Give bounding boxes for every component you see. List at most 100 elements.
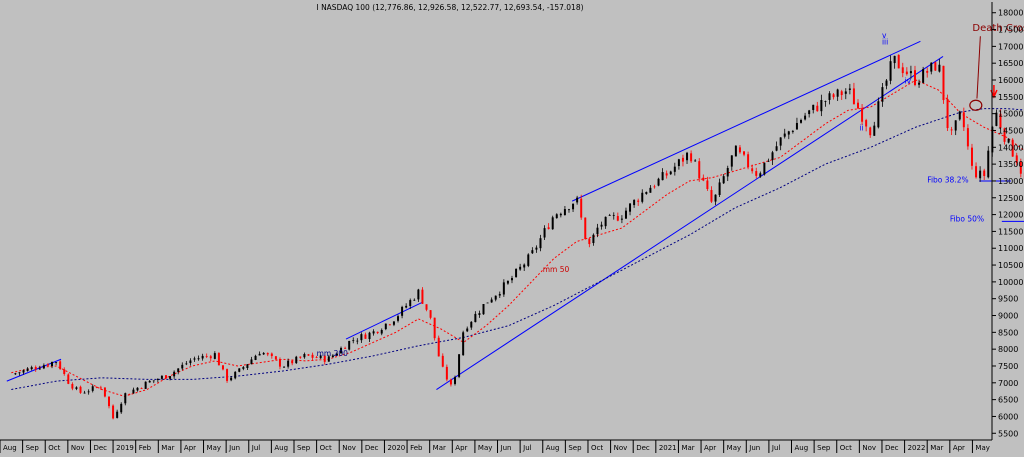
y-tick-label: 9000 (998, 312, 1018, 321)
candle-body (474, 314, 476, 322)
candle-body (80, 387, 82, 393)
x-tick-label: May (478, 444, 492, 452)
x-tick-label: May (975, 444, 989, 452)
candle-body (487, 303, 489, 304)
candle-body (181, 365, 183, 369)
candle-body (434, 318, 436, 338)
x-tick-label: 2021 (659, 444, 677, 452)
candle-body (621, 219, 623, 220)
candle-body (230, 378, 232, 380)
candle-body (971, 148, 973, 166)
candle-body (983, 171, 985, 176)
candle-body (491, 300, 493, 303)
candle-body (145, 382, 147, 389)
candle-body (523, 265, 525, 268)
candle-body (637, 201, 639, 202)
candle-body (283, 367, 285, 368)
candle-body (132, 390, 134, 394)
candle-body (35, 368, 37, 369)
y-tick-label: 8000 (998, 345, 1018, 354)
x-tick-label: Nov (614, 444, 628, 452)
candle-body (442, 356, 444, 367)
candle-body (816, 106, 818, 111)
y-tick-label: 15000 (998, 110, 1023, 119)
candle-body (865, 120, 867, 126)
candle-body (780, 137, 782, 145)
candle-body (682, 158, 684, 162)
candle-body (312, 355, 314, 358)
candle-body (849, 88, 851, 89)
candle-body (723, 176, 725, 183)
candle-body (466, 329, 468, 332)
candle-body (385, 324, 387, 329)
y-tick-label: 16000 (998, 76, 1023, 85)
candle-body (47, 364, 49, 365)
candle-body (653, 186, 655, 187)
candle-body (189, 360, 191, 363)
candle-body (88, 391, 90, 392)
candle-body (544, 228, 546, 237)
candle-body (271, 354, 273, 357)
candle-body (141, 388, 143, 389)
candle-body (96, 387, 98, 388)
x-tick-label: Mar (433, 444, 446, 452)
y-tick-label: 11000 (998, 244, 1023, 253)
candle-body (930, 63, 932, 72)
candle-body (694, 161, 696, 162)
x-tick-label: Feb (139, 444, 152, 452)
candle-body (218, 353, 220, 365)
candle-body (987, 151, 989, 178)
candle-body (515, 269, 517, 277)
candle-body (592, 235, 594, 243)
x-tick-label: Dec (365, 444, 379, 452)
candle-body (674, 167, 676, 172)
candle-body (881, 87, 883, 102)
candle-body (979, 171, 981, 179)
candle-body (548, 227, 550, 229)
x-tick-label: Jul (771, 444, 781, 452)
candle-body (519, 267, 521, 270)
candle-body (18, 372, 20, 373)
candle-body (898, 55, 900, 68)
candle-body (560, 214, 562, 215)
x-tick-label: Mar (161, 444, 174, 452)
x-tick-label: Oct (48, 444, 60, 452)
candle-body (735, 146, 737, 157)
candle-body (483, 304, 485, 314)
candle-body (686, 153, 688, 160)
candle-body (210, 356, 212, 358)
y-tick-label: 16500 (998, 59, 1023, 68)
candle-body (731, 155, 733, 166)
annotation-label: v (882, 31, 887, 40)
candle-body (104, 387, 106, 396)
candle-body (238, 368, 240, 371)
candle-body (263, 353, 265, 354)
candle-body (678, 159, 680, 166)
candle-body (242, 367, 244, 369)
candle-body (902, 67, 904, 73)
x-tick-label: Sep (568, 444, 582, 452)
candle-body (295, 357, 297, 363)
candle-body (662, 172, 664, 180)
candle-body (360, 334, 362, 340)
x-tick-label: Apr (184, 444, 196, 452)
candle-body (23, 370, 25, 372)
candle-body (617, 216, 619, 221)
y-tick-label: 14000 (998, 143, 1023, 152)
candle-body (613, 215, 615, 216)
candle-body (169, 376, 171, 379)
candle-body (568, 209, 570, 210)
x-tick-label: Jun (500, 444, 512, 452)
candle-body (837, 89, 839, 96)
candle-body (625, 211, 627, 219)
candle-body (951, 129, 953, 130)
candle-body (193, 358, 195, 359)
candle-body (67, 374, 69, 383)
x-tick-label: Apr (953, 444, 965, 452)
candle-body (845, 91, 847, 93)
x-tick-label: Mar (930, 444, 943, 452)
candle-body (446, 367, 448, 380)
candle-body (401, 307, 403, 316)
x-tick-label: Jun (228, 444, 240, 452)
